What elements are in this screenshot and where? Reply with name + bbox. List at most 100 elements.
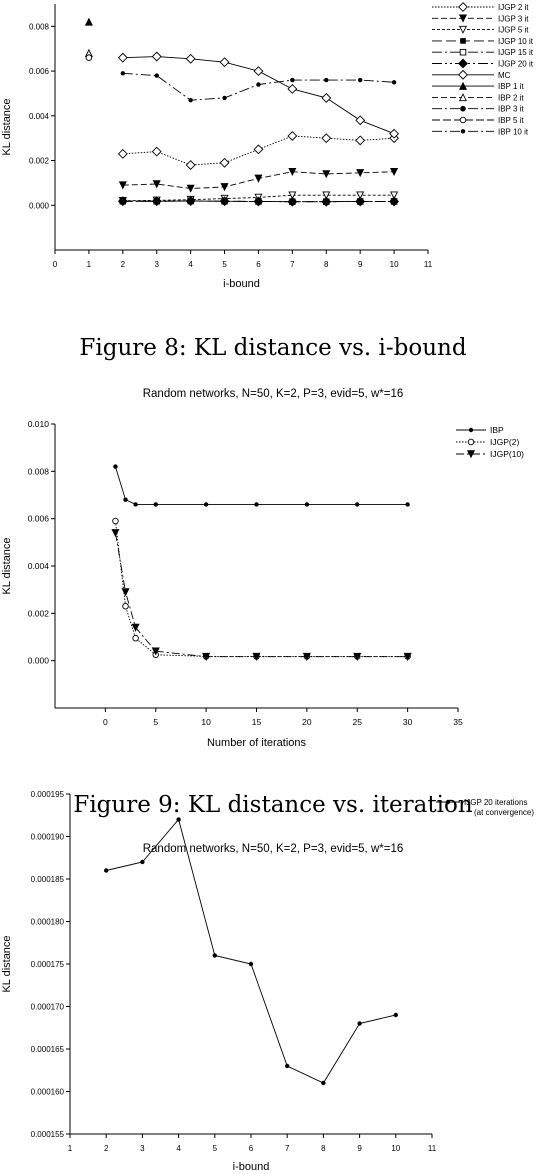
x-tick-label: 9 — [358, 260, 363, 269]
series-ibp-1-it — [84, 17, 93, 26]
y-tick-label: 0.000170 — [31, 1003, 65, 1012]
data-point — [288, 191, 297, 200]
legend-entry: IBP 2 it — [432, 93, 524, 102]
x-axis-label: Number of iterations — [207, 737, 307, 749]
y-tick-label: 0.006 — [28, 514, 50, 524]
legend-label: IJGP(10) — [490, 449, 524, 459]
data-point — [203, 502, 209, 507]
series-ijgp-2 — [112, 517, 411, 660]
legend-label: IJGP(2) — [490, 437, 519, 447]
x-tick-label: 3 — [140, 1144, 145, 1153]
data-point — [123, 497, 128, 502]
legend-label: IBP 2 it — [498, 93, 524, 102]
y-tick-label: 0.010 — [28, 419, 50, 429]
legend-label: MC — [498, 71, 511, 80]
y-tick-label: 0.000 — [28, 656, 50, 666]
x-tick-label: 4 — [188, 260, 193, 269]
chart-title: Random networks, N=50, K=2, P=3, evid=5,… — [143, 843, 404, 855]
data-point — [405, 502, 410, 507]
data-point — [252, 652, 261, 661]
series-ijgp-20-iterations — [104, 817, 398, 1086]
x-tick-label: 7 — [290, 260, 295, 269]
data-point — [304, 502, 310, 507]
data-point — [322, 191, 331, 200]
y-tick-label: 0.000165 — [31, 1045, 65, 1054]
data-point — [111, 529, 120, 538]
data-point — [248, 961, 254, 967]
data-point — [132, 634, 139, 642]
series-line — [106, 818, 396, 1084]
x-tick-label: 11 — [424, 260, 433, 269]
data-point — [403, 652, 412, 661]
legend-entry: IJGP 5 it — [432, 26, 529, 35]
y-tick-label: 0.006 — [29, 67, 50, 76]
legend-marker — [460, 105, 466, 112]
legend-entry: IBP — [456, 425, 504, 435]
legend-entry: IJGP 10 it — [432, 37, 534, 46]
x-tick-label: 0 — [103, 717, 108, 727]
chart-kl-vs-ibound-converged: Random networks, N=50, K=2, P=3, evid=5,… — [1, 790, 534, 1173]
data-point — [151, 51, 162, 62]
data-point — [254, 174, 263, 183]
x-tick-label: 25 — [353, 717, 363, 727]
y-tick-label: 0.002 — [28, 608, 50, 618]
data-point — [219, 57, 230, 68]
legend-entry: IJGP(10) — [456, 449, 524, 459]
y-tick-label: 0.008 — [28, 466, 50, 476]
data-point — [321, 133, 332, 144]
legend-label: IJGP 20 iterations — [464, 798, 527, 807]
legend-marker — [445, 799, 451, 805]
data-point — [253, 196, 264, 207]
y-tick-label: 0.004 — [28, 561, 50, 571]
legend-marker — [460, 129, 466, 134]
x-tick-label: 5 — [153, 717, 158, 727]
data-point — [287, 131, 298, 141]
legend-marker — [458, 14, 468, 23]
legend-marker — [468, 427, 474, 433]
data-point — [355, 196, 366, 207]
series-ijgp-20-it — [117, 196, 400, 207]
data-point — [104, 868, 109, 873]
data-point — [254, 502, 259, 507]
data-point — [356, 169, 365, 178]
y-axis-label: KL distance — [1, 935, 13, 992]
data-point — [222, 95, 227, 101]
data-point — [154, 73, 159, 78]
data-point — [321, 1080, 326, 1086]
data-point — [84, 17, 93, 26]
legend-marker — [458, 93, 468, 102]
legend-entry: IBP 10 it — [432, 127, 529, 136]
data-point — [302, 652, 311, 661]
legend-marker — [460, 38, 466, 44]
data-point — [153, 502, 158, 507]
x-axis-label: i-bound — [223, 278, 260, 290]
legend-marker — [458, 58, 468, 69]
legend-entry: IJGP 20 iterations(at convergence) — [436, 798, 534, 817]
data-point — [220, 183, 229, 192]
chart-kl-vs-iterations: Random networks, N=50, K=2, P=3, evid=5,… — [1, 388, 524, 749]
y-tick-label: 0.000190 — [31, 833, 65, 842]
data-point — [131, 623, 140, 632]
x-tick-label: 9 — [357, 1144, 362, 1153]
data-point — [355, 115, 366, 126]
legend-marker — [458, 2, 468, 12]
data-point — [391, 80, 397, 85]
y-axis-label: KL distance — [1, 98, 13, 155]
x-tick-label: 5 — [222, 260, 227, 269]
legend-label: IBP 1 it — [498, 82, 524, 91]
series-ijgp-3-it — [118, 167, 399, 193]
data-point — [287, 84, 298, 94]
data-point — [151, 647, 160, 656]
legend-marker — [467, 438, 475, 446]
legend-entry: IJGP 2 it — [432, 2, 529, 12]
data-point — [390, 191, 399, 200]
x-tick-label: 20 — [302, 717, 312, 727]
x-tick-label: 15 — [252, 717, 262, 727]
series-mc — [117, 51, 400, 139]
data-point — [118, 181, 127, 190]
legend-marker — [458, 25, 468, 34]
data-point — [357, 77, 363, 83]
data-point — [253, 144, 264, 155]
x-tick-label: 11 — [428, 1144, 437, 1153]
